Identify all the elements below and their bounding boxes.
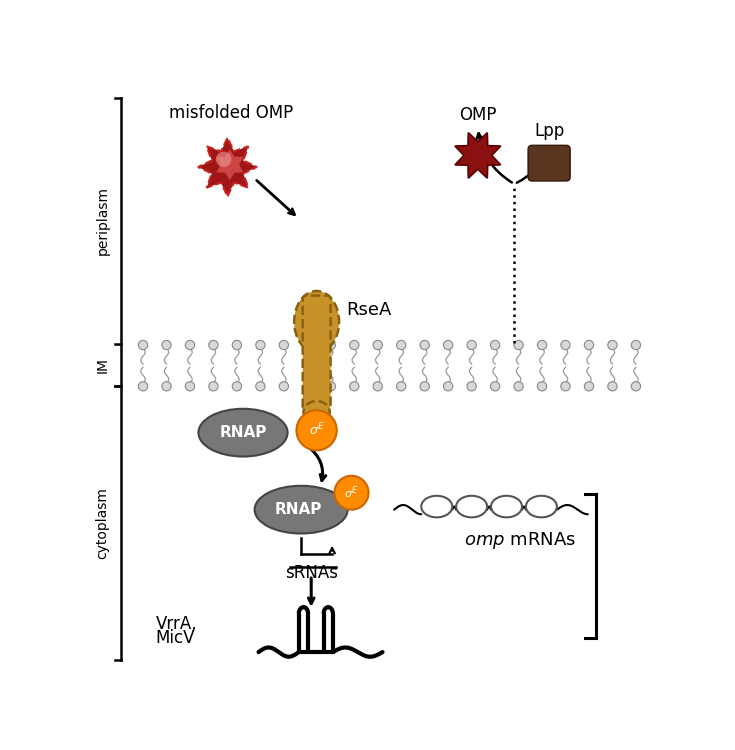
Ellipse shape [294, 291, 339, 352]
Ellipse shape [491, 496, 522, 517]
Circle shape [138, 382, 148, 391]
Circle shape [185, 340, 195, 350]
Circle shape [490, 340, 500, 350]
Circle shape [303, 382, 312, 391]
Circle shape [443, 382, 453, 391]
Polygon shape [198, 138, 257, 196]
Circle shape [350, 340, 359, 350]
Text: MicV: MicV [155, 629, 195, 647]
Ellipse shape [304, 401, 330, 423]
Text: RNAP: RNAP [219, 425, 267, 440]
Text: cytoplasm: cytoplasm [96, 488, 110, 559]
Circle shape [296, 410, 337, 450]
Circle shape [608, 382, 617, 391]
Circle shape [537, 382, 547, 391]
Circle shape [256, 340, 265, 350]
Polygon shape [455, 133, 501, 178]
Circle shape [216, 152, 232, 167]
Circle shape [185, 382, 195, 391]
Circle shape [162, 382, 171, 391]
Circle shape [467, 340, 476, 350]
Circle shape [514, 382, 523, 391]
FancyBboxPatch shape [528, 146, 570, 181]
Circle shape [467, 382, 476, 391]
Circle shape [279, 382, 289, 391]
Text: sRNAs: sRNAs [284, 563, 337, 581]
Circle shape [334, 476, 368, 510]
Circle shape [608, 340, 617, 350]
Circle shape [514, 340, 523, 350]
Circle shape [584, 382, 594, 391]
Circle shape [279, 340, 289, 350]
Circle shape [373, 340, 382, 350]
Text: $\it{omp}$ mRNAs: $\it{omp}$ mRNAs [464, 530, 576, 551]
Circle shape [256, 382, 265, 391]
Circle shape [326, 382, 335, 391]
FancyBboxPatch shape [303, 296, 331, 409]
Ellipse shape [456, 496, 487, 517]
Circle shape [162, 340, 171, 350]
Circle shape [537, 340, 547, 350]
Circle shape [443, 340, 453, 350]
Circle shape [584, 340, 594, 350]
Circle shape [232, 340, 242, 350]
Text: $\sigma^E$: $\sigma^E$ [344, 484, 359, 501]
Circle shape [232, 382, 242, 391]
Text: IM: IM [96, 357, 110, 374]
Text: RseA: RseA [346, 302, 392, 320]
Circle shape [209, 340, 218, 350]
Circle shape [420, 382, 429, 391]
Circle shape [138, 340, 148, 350]
Text: RNAP: RNAP [274, 503, 322, 518]
Text: VrrA,: VrrA, [155, 615, 197, 633]
Circle shape [209, 382, 218, 391]
Ellipse shape [254, 486, 348, 533]
Text: Lpp: Lpp [534, 122, 564, 140]
Text: $\sigma^E$: $\sigma^E$ [309, 422, 325, 439]
Circle shape [373, 382, 382, 391]
Polygon shape [216, 149, 243, 180]
Ellipse shape [526, 496, 557, 517]
Circle shape [397, 340, 406, 350]
Circle shape [350, 382, 359, 391]
Circle shape [326, 340, 335, 350]
Circle shape [420, 340, 429, 350]
Ellipse shape [198, 409, 287, 457]
Text: periplasm: periplasm [96, 187, 110, 256]
Circle shape [561, 382, 570, 391]
Circle shape [561, 340, 570, 350]
Circle shape [303, 340, 312, 350]
Ellipse shape [421, 496, 452, 517]
Circle shape [490, 382, 500, 391]
Circle shape [397, 382, 406, 391]
Text: misfolded OMP: misfolded OMP [169, 104, 293, 122]
Text: OMP: OMP [459, 106, 497, 124]
Circle shape [631, 340, 641, 350]
Circle shape [631, 382, 641, 391]
